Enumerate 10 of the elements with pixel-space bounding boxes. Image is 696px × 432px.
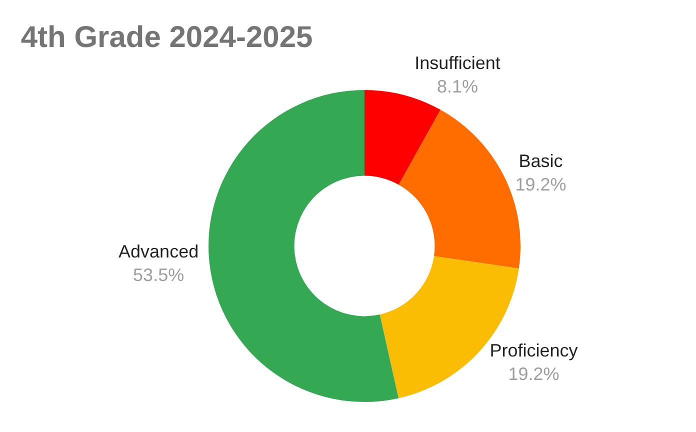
data-label: 53.5% <box>133 265 184 286</box>
slice-label: Advanced <box>118 242 199 262</box>
data-label: 8.1% <box>436 76 478 96</box>
data-label: 19.2% <box>508 364 560 384</box>
slice-label: Insufficient <box>414 53 500 73</box>
slice-label: Proficiency <box>490 340 578 360</box>
data-label: 19.2% <box>515 174 566 194</box>
donut-slice <box>208 90 399 402</box>
chart-title: 4th Grade 2024-2025 <box>20 20 313 54</box>
slice-label: Basic <box>518 150 563 171</box>
